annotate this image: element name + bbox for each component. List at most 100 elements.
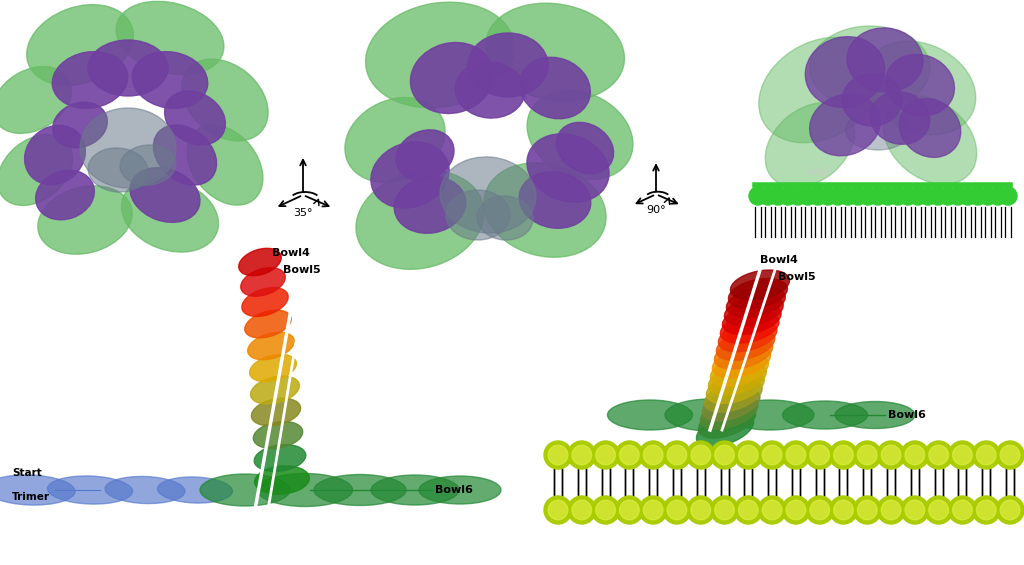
Ellipse shape: [251, 376, 299, 404]
Ellipse shape: [484, 163, 606, 257]
Ellipse shape: [182, 59, 268, 141]
Ellipse shape: [925, 441, 952, 469]
Ellipse shape: [738, 500, 758, 520]
Ellipse shape: [527, 90, 633, 180]
Ellipse shape: [846, 110, 910, 150]
Ellipse shape: [691, 500, 711, 520]
Ellipse shape: [857, 445, 878, 465]
Ellipse shape: [810, 500, 829, 520]
Ellipse shape: [879, 187, 897, 205]
Text: Bowl5: Bowl5: [283, 265, 321, 275]
Ellipse shape: [996, 441, 1024, 469]
Ellipse shape: [834, 500, 853, 520]
Ellipse shape: [765, 103, 855, 188]
Ellipse shape: [572, 445, 592, 465]
Ellipse shape: [596, 445, 615, 465]
Ellipse shape: [829, 187, 847, 205]
Ellipse shape: [999, 187, 1017, 205]
Ellipse shape: [805, 37, 885, 107]
Ellipse shape: [919, 187, 937, 205]
Ellipse shape: [394, 177, 466, 233]
Ellipse shape: [847, 28, 923, 92]
Ellipse shape: [255, 466, 309, 494]
Ellipse shape: [782, 401, 867, 429]
Ellipse shape: [882, 500, 901, 520]
Ellipse shape: [122, 178, 218, 252]
Text: DegP: DegP: [807, 167, 833, 177]
Ellipse shape: [687, 441, 715, 469]
Ellipse shape: [1000, 500, 1020, 520]
Ellipse shape: [715, 500, 734, 520]
Ellipse shape: [548, 500, 567, 520]
Ellipse shape: [36, 170, 94, 220]
Ellipse shape: [187, 125, 263, 205]
Ellipse shape: [371, 142, 450, 208]
Text: Bowl5: Bowl5: [778, 272, 816, 282]
Ellipse shape: [730, 270, 790, 300]
Ellipse shape: [899, 187, 918, 205]
Text: Bowl6: Bowl6: [888, 410, 926, 420]
Ellipse shape: [834, 445, 853, 465]
Ellipse shape: [810, 445, 829, 465]
Ellipse shape: [713, 346, 771, 377]
Ellipse shape: [842, 74, 902, 126]
Text: Bowl4: Bowl4: [272, 248, 310, 258]
Ellipse shape: [711, 354, 768, 386]
Ellipse shape: [886, 54, 954, 116]
Ellipse shape: [977, 500, 996, 520]
Ellipse shape: [972, 496, 1000, 524]
Ellipse shape: [901, 496, 929, 524]
Ellipse shape: [698, 405, 756, 438]
Ellipse shape: [607, 400, 692, 430]
Ellipse shape: [411, 42, 494, 114]
Ellipse shape: [527, 134, 609, 202]
Ellipse shape: [154, 125, 217, 185]
Ellipse shape: [721, 312, 779, 343]
Ellipse shape: [889, 187, 907, 205]
Ellipse shape: [615, 441, 643, 469]
Ellipse shape: [806, 496, 834, 524]
Ellipse shape: [869, 187, 887, 205]
Ellipse shape: [925, 496, 952, 524]
Ellipse shape: [728, 279, 787, 308]
Ellipse shape: [782, 496, 810, 524]
Ellipse shape: [724, 295, 783, 326]
Ellipse shape: [759, 187, 777, 205]
Ellipse shape: [810, 94, 881, 156]
Ellipse shape: [835, 402, 915, 428]
Ellipse shape: [849, 187, 867, 205]
Ellipse shape: [592, 496, 620, 524]
Ellipse shape: [519, 57, 591, 119]
Ellipse shape: [786, 500, 806, 520]
Ellipse shape: [738, 445, 758, 465]
Ellipse shape: [839, 187, 857, 205]
Ellipse shape: [0, 134, 73, 206]
Ellipse shape: [468, 33, 548, 97]
Ellipse shape: [239, 248, 282, 276]
Ellipse shape: [711, 496, 738, 524]
Ellipse shape: [620, 445, 639, 465]
Ellipse shape: [799, 187, 817, 205]
Ellipse shape: [864, 41, 976, 135]
Ellipse shape: [996, 496, 1024, 524]
Ellipse shape: [257, 473, 352, 506]
Ellipse shape: [882, 445, 901, 465]
Ellipse shape: [905, 445, 925, 465]
Ellipse shape: [245, 310, 291, 338]
Ellipse shape: [250, 354, 296, 381]
Ellipse shape: [396, 130, 454, 180]
Ellipse shape: [27, 5, 133, 85]
Ellipse shape: [158, 477, 232, 503]
Ellipse shape: [857, 500, 878, 520]
Text: 90°: 90°: [646, 205, 666, 215]
Ellipse shape: [519, 172, 591, 228]
Ellipse shape: [120, 145, 176, 185]
Ellipse shape: [715, 445, 734, 465]
Ellipse shape: [707, 371, 764, 403]
Ellipse shape: [116, 1, 224, 75]
Ellipse shape: [758, 441, 786, 469]
Ellipse shape: [809, 187, 827, 205]
Ellipse shape: [596, 500, 615, 520]
Ellipse shape: [853, 441, 882, 469]
Ellipse shape: [948, 441, 977, 469]
